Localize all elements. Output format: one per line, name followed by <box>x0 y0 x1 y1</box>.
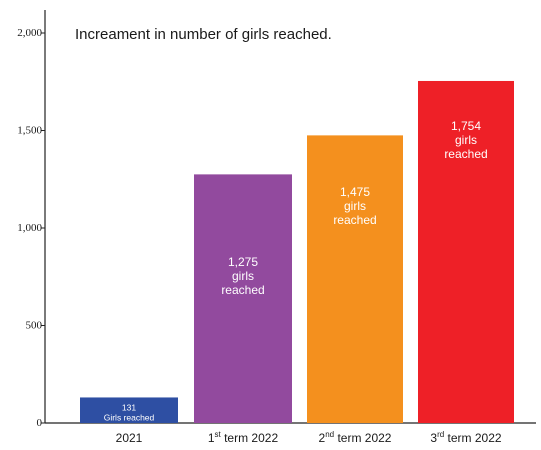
data-label: 1,475 <box>340 185 370 199</box>
bars <box>80 80 514 423</box>
data-label: reached <box>444 147 487 161</box>
y-tick-label: 1,000 <box>17 222 42 234</box>
y-tick-label: 500 <box>26 320 43 332</box>
bar <box>80 397 178 423</box>
data-label: girls <box>455 133 477 147</box>
x-tick-label: 2nd term 2022 <box>319 430 392 445</box>
data-label: girls <box>232 269 254 283</box>
x-tick-label: 1st term 2022 <box>208 430 279 445</box>
data-label: 1,754 <box>451 119 481 133</box>
x-tick-label: 2021 <box>116 431 143 445</box>
bar <box>418 80 514 423</box>
data-label: reached <box>333 213 376 227</box>
bar <box>307 135 403 423</box>
x-tick-label: 3rd term 2022 <box>430 430 502 445</box>
data-label: girls <box>344 199 366 213</box>
bar <box>194 174 292 423</box>
data-label: 1,275 <box>228 255 258 269</box>
data-label: 131 <box>122 402 136 412</box>
data-label: reached <box>221 283 264 297</box>
data-label: Girls reached <box>104 412 155 422</box>
chart-title: Increament in number of girls reached. <box>75 26 332 43</box>
y-tick-label: 1,500 <box>17 125 42 137</box>
y-tick-label: 0 <box>37 417 43 429</box>
y-tick-label: 2,000 <box>17 27 42 39</box>
